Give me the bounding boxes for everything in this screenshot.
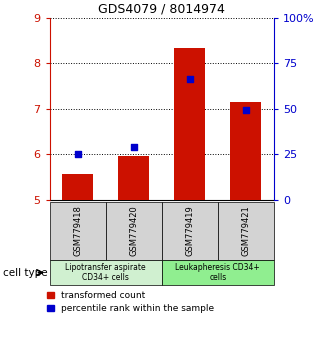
Bar: [118, 156, 149, 200]
Point: [75, 151, 80, 157]
Bar: [62, 174, 93, 200]
Bar: [162, 202, 218, 260]
Legend: transformed count, percentile rank within the sample: transformed count, percentile rank withi…: [48, 291, 214, 313]
Bar: [162, 260, 274, 285]
Point: [187, 76, 192, 82]
Bar: [50, 260, 162, 285]
Point: [243, 107, 248, 113]
Bar: [174, 48, 205, 200]
Text: Lipotransfer aspirate
CD34+ cells: Lipotransfer aspirate CD34+ cells: [65, 263, 146, 282]
Point: [131, 144, 136, 149]
Bar: [106, 202, 162, 260]
Text: GSM779419: GSM779419: [185, 206, 194, 256]
Text: GSM779418: GSM779418: [73, 206, 82, 256]
Text: cell type: cell type: [3, 268, 48, 278]
Text: GSM779420: GSM779420: [129, 206, 138, 256]
Bar: [50, 202, 106, 260]
Bar: [218, 202, 274, 260]
Bar: [230, 102, 261, 200]
Title: GDS4079 / 8014974: GDS4079 / 8014974: [98, 2, 225, 15]
Text: Leukapheresis CD34+
cells: Leukapheresis CD34+ cells: [176, 263, 260, 282]
Text: GSM779421: GSM779421: [241, 206, 250, 256]
